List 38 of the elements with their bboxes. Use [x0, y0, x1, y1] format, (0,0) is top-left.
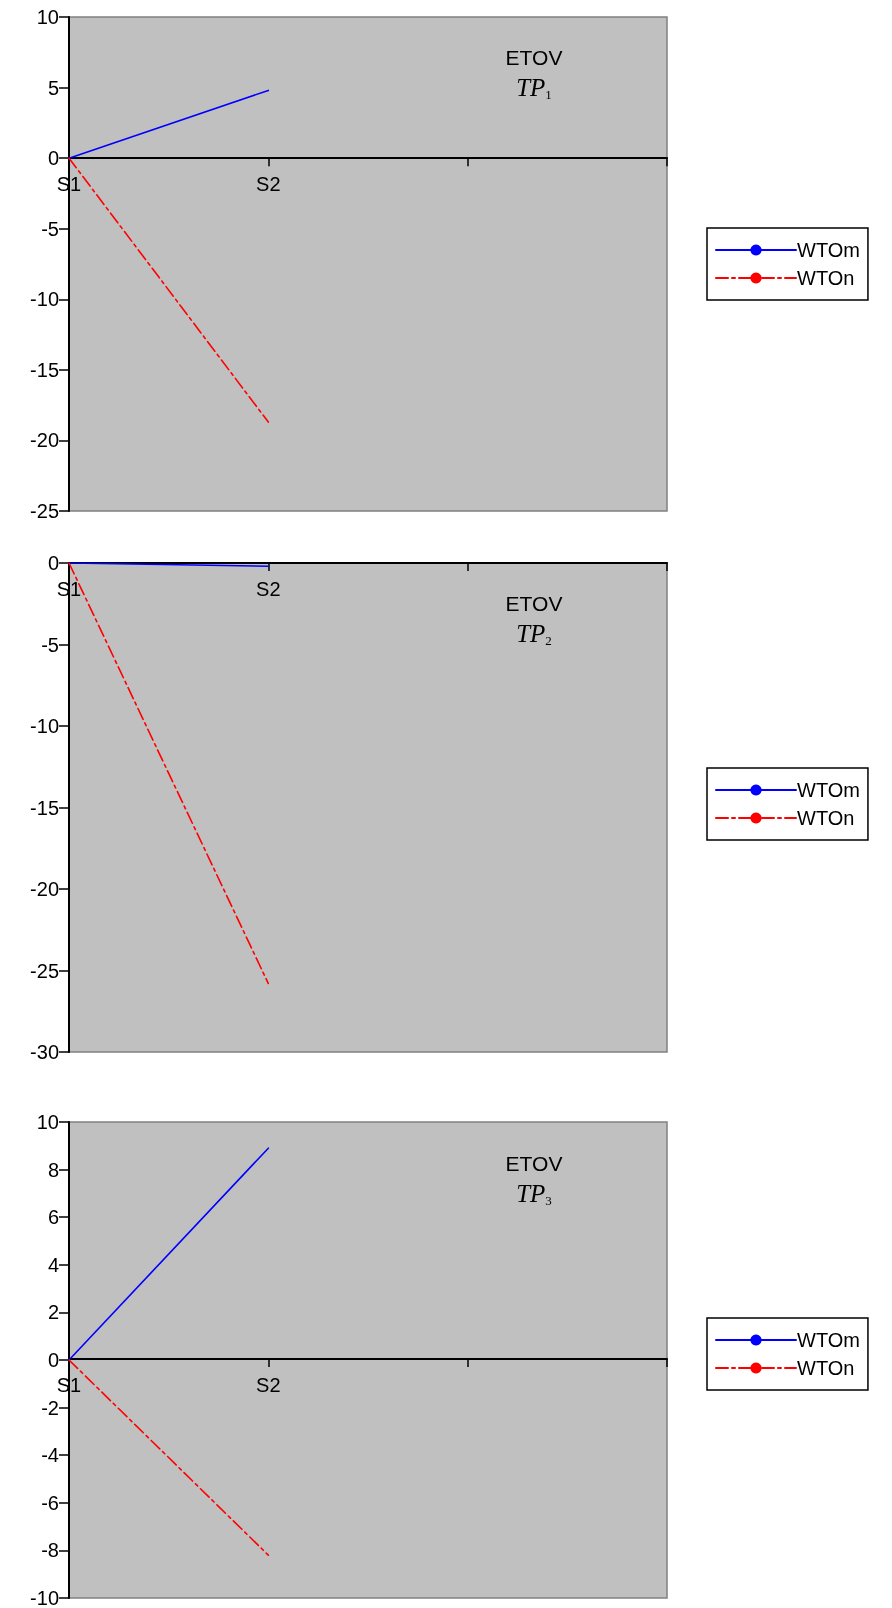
- y-tick-label: -10: [30, 288, 59, 311]
- y-tick-label: -4: [41, 1444, 59, 1467]
- y-tick-label: -2: [41, 1396, 59, 1419]
- y-tick-label: -10: [30, 1587, 59, 1608]
- y-tick-label: 10: [36, 6, 59, 28]
- y-tick-label: 6: [47, 1206, 59, 1229]
- text: ETOV: [505, 592, 563, 615]
- y-tick-label: -10: [30, 715, 59, 737]
- y-tick-label: -25: [30, 959, 59, 982]
- legend-label: WTOm: [797, 239, 860, 261]
- y-tick-label: 0: [47, 147, 59, 170]
- y-tick-label: 4: [47, 1253, 59, 1276]
- y-tick-label: -15: [30, 796, 59, 819]
- legend-label: WTOm: [797, 779, 860, 801]
- y-tick-label: -15: [30, 358, 59, 381]
- legend-label: WTOm: [797, 1329, 860, 1351]
- y-tick-label: -6: [41, 1491, 59, 1514]
- x-tick-label: S2: [256, 578, 281, 600]
- text: ETOV: [505, 1152, 563, 1175]
- x-tick-label: S2: [256, 173, 281, 196]
- x-tick-label: S2: [256, 1374, 281, 1396]
- y-tick-label: -20: [30, 429, 59, 452]
- y-tick-label: 8: [47, 1158, 59, 1181]
- y-tick-label: -5: [41, 633, 59, 656]
- y-tick-label: -5: [41, 217, 59, 240]
- legend-label: WTOn: [797, 1357, 855, 1379]
- y-tick-label: 0: [47, 1349, 59, 1371]
- y-tick-label: 5: [47, 76, 59, 99]
- y-tick-label: -8: [41, 1539, 59, 1562]
- y-tick-label: -20: [30, 878, 59, 900]
- legend-label: WTOn: [797, 807, 855, 829]
- y-tick-label: 2: [47, 1301, 59, 1324]
- y-tick-label: -30: [30, 1041, 59, 1063]
- legend-label: WTOn: [797, 267, 855, 289]
- text: ETOV: [505, 46, 563, 69]
- y-tick-label: 10: [36, 1111, 59, 1133]
- y-tick-label: 0: [47, 552, 59, 574]
- y-tick-label: -25: [30, 500, 59, 522]
